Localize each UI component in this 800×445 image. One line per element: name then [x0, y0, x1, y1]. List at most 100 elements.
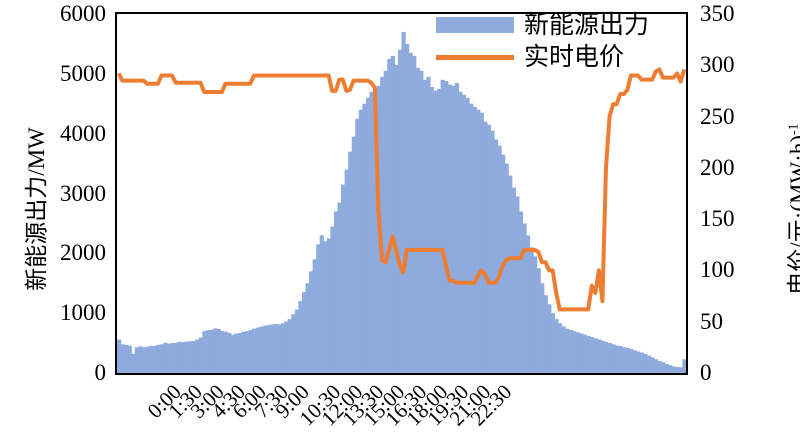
y-tick-label-right: 200	[700, 154, 735, 180]
bar	[170, 343, 175, 373]
bar	[248, 329, 253, 373]
plot-canvas	[117, 31, 686, 373]
bar	[277, 324, 282, 373]
bar	[419, 70, 424, 373]
bar	[284, 321, 289, 373]
bar	[465, 97, 470, 373]
bar	[650, 357, 655, 373]
bar	[177, 341, 182, 373]
bar	[330, 226, 335, 373]
bar	[625, 347, 630, 373]
bar	[429, 87, 435, 373]
bar-series-renewable-output	[117, 31, 686, 373]
bar	[653, 359, 659, 373]
bar	[152, 346, 157, 373]
bar	[312, 259, 317, 373]
bar	[117, 339, 122, 373]
bar	[611, 344, 616, 373]
bar	[390, 55, 395, 373]
bar	[657, 361, 662, 373]
bar	[540, 283, 545, 373]
bar	[291, 314, 296, 373]
bar	[198, 337, 203, 373]
bar	[621, 347, 627, 373]
y-tick-label-left: 0	[94, 360, 107, 385]
bar	[493, 139, 499, 373]
bar	[202, 331, 207, 373]
bar	[195, 339, 200, 373]
y-axis-right-title: 电价/元·(MW·h)-1	[786, 123, 800, 295]
bar	[607, 343, 612, 373]
bar	[184, 341, 189, 373]
bar	[273, 323, 278, 373]
bar	[518, 211, 524, 373]
bar	[269, 324, 275, 373]
bar	[145, 346, 150, 373]
bar	[632, 350, 637, 373]
plot-area	[115, 12, 688, 375]
bar	[294, 309, 299, 373]
bar	[643, 353, 648, 373]
bar	[568, 329, 573, 373]
y-tick-label-left: 6000	[60, 1, 106, 26]
bar	[444, 81, 449, 373]
bar	[586, 335, 591, 373]
legend-item-label: 实时电价	[524, 43, 625, 71]
bar	[280, 323, 285, 373]
bar	[490, 130, 495, 373]
bar	[547, 304, 552, 373]
bar	[614, 345, 620, 373]
y-tick-label-right: 350	[700, 1, 735, 26]
legend-line-swatch-icon	[436, 54, 514, 60]
bar	[252, 328, 257, 373]
bar	[237, 332, 243, 373]
legend-item[interactable]: 实时电价	[436, 42, 649, 72]
bar	[245, 331, 250, 373]
y-tick-label-right: 250	[700, 103, 735, 129]
bar	[511, 187, 516, 373]
bar	[476, 109, 481, 373]
line-series-realtime-price	[117, 67, 686, 312]
bar	[604, 341, 609, 373]
bar	[309, 271, 314, 373]
bar	[365, 97, 371, 373]
bar	[255, 327, 260, 373]
bar	[326, 238, 331, 373]
bar	[369, 91, 374, 373]
legend-bar-swatch-icon	[436, 17, 514, 33]
bar	[636, 351, 641, 373]
bar	[141, 347, 147, 373]
bar	[262, 325, 267, 373]
bar	[550, 313, 556, 373]
bar	[483, 121, 488, 373]
bar	[458, 91, 463, 373]
bar	[405, 43, 410, 373]
bar	[668, 365, 673, 373]
bar	[682, 359, 686, 373]
bar	[351, 136, 356, 373]
bar	[575, 332, 580, 373]
bar	[380, 76, 385, 373]
bar	[234, 333, 239, 373]
bar	[305, 283, 310, 373]
bar	[479, 112, 484, 373]
bar	[639, 352, 644, 373]
bar	[646, 355, 652, 373]
bar	[358, 109, 363, 373]
bar	[298, 301, 303, 373]
bar	[241, 331, 246, 373]
y-tick-label-right: 50	[700, 308, 723, 334]
y-tick-label-right: 150	[700, 206, 735, 232]
bar	[451, 85, 456, 373]
bar	[543, 295, 548, 373]
legend-item[interactable]: 新能源出力	[436, 10, 649, 40]
bar	[337, 202, 342, 373]
bar	[149, 345, 154, 373]
bar	[266, 325, 271, 373]
bar	[323, 241, 328, 373]
y-tick-label-left: 2000	[60, 240, 106, 266]
bar	[454, 82, 459, 373]
bar	[497, 145, 502, 373]
bar	[440, 79, 445, 373]
